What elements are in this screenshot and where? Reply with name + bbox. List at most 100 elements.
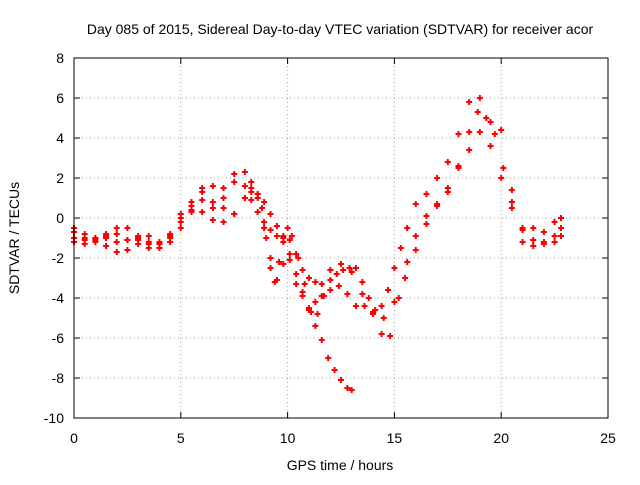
data-point	[209, 217, 216, 223]
y-axis-label: SDTVAR / TECUs	[6, 182, 22, 294]
data-series-2	[71, 129, 565, 321]
data-point	[267, 255, 274, 261]
data-point	[483, 115, 490, 121]
data-point	[378, 303, 385, 309]
data-point	[209, 199, 216, 205]
y-tick-label: 0	[56, 210, 64, 226]
data-series-4	[71, 95, 565, 317]
data-point	[476, 95, 483, 101]
data-point	[338, 377, 344, 383]
data-point	[280, 261, 287, 267]
data-point	[145, 233, 152, 239]
data-point	[325, 355, 332, 361]
data-point	[293, 271, 300, 277]
x-tick-label: 25	[600, 430, 616, 446]
data-point	[558, 225, 565, 231]
data-point	[263, 235, 270, 241]
data-point	[103, 243, 110, 249]
data-point	[258, 205, 265, 211]
data-point	[474, 109, 481, 115]
data-point	[352, 303, 359, 309]
data-point	[145, 241, 152, 247]
data-point	[423, 221, 430, 227]
data-point	[551, 219, 558, 225]
data-point	[299, 267, 306, 273]
data-point	[491, 131, 498, 137]
data-point	[231, 171, 238, 177]
data-point	[241, 183, 248, 189]
data-point	[199, 185, 206, 191]
data-point	[551, 239, 558, 245]
data-point	[261, 199, 268, 205]
data-point	[124, 225, 131, 231]
y-tick-label: -4	[52, 290, 65, 306]
data-point	[288, 233, 295, 239]
x-tick-label: 20	[493, 430, 509, 446]
data-point	[498, 127, 505, 133]
x-tick-label: 0	[70, 430, 78, 446]
data-point	[380, 315, 387, 321]
data-point	[135, 235, 142, 241]
data-point	[412, 233, 419, 239]
data-point	[412, 201, 419, 207]
data-point	[177, 225, 184, 231]
data-point	[500, 165, 507, 171]
plot-frame	[73, 57, 609, 419]
data-point	[508, 205, 515, 211]
data-point	[92, 235, 99, 241]
data-point	[466, 147, 473, 153]
data-point	[455, 163, 462, 169]
data-point	[113, 225, 120, 231]
data-point	[314, 311, 321, 317]
data-point	[361, 303, 368, 309]
data-point	[487, 119, 494, 125]
data-point	[312, 279, 319, 285]
data-point	[378, 331, 385, 337]
data-point	[231, 179, 238, 185]
data-point	[397, 245, 404, 251]
data-point	[156, 241, 163, 247]
data-point	[312, 299, 319, 305]
data-point	[188, 199, 195, 205]
data-point	[338, 261, 344, 267]
axis-ticks: -10 -8 -6 -4 -2 0 2 4 6 8 0 5 10 15 20 25	[44, 50, 616, 446]
data-point	[124, 247, 131, 253]
data-point	[231, 211, 238, 217]
y-tick-label: 2	[56, 170, 64, 186]
data-point	[220, 205, 227, 211]
data-point	[444, 159, 451, 165]
data-point	[365, 295, 372, 301]
data-point	[241, 195, 248, 201]
data-point	[466, 129, 473, 135]
data-point	[167, 231, 174, 237]
data-point	[280, 233, 287, 239]
data-point	[135, 241, 142, 247]
data-point	[286, 257, 293, 263]
data-point	[209, 205, 216, 211]
data-point	[352, 265, 359, 271]
data-point	[103, 231, 110, 237]
data-point	[391, 265, 398, 271]
x-tick-label: 15	[387, 430, 403, 446]
data-point	[540, 241, 547, 247]
data-point	[404, 259, 411, 265]
data-point	[327, 287, 334, 293]
data-point	[199, 209, 206, 215]
data-point	[293, 281, 300, 287]
data-point	[455, 131, 462, 137]
data-point	[312, 323, 319, 329]
data-point	[412, 247, 419, 253]
data-point	[359, 291, 366, 297]
data-point	[273, 223, 280, 229]
data-point	[305, 305, 312, 311]
data-point	[248, 189, 255, 195]
data-point	[254, 209, 261, 215]
data-point	[508, 199, 515, 205]
x-tick-label: 5	[177, 430, 185, 446]
data-point	[267, 227, 274, 233]
data-point	[273, 233, 280, 239]
data-point	[387, 333, 394, 339]
data-point	[327, 267, 334, 273]
